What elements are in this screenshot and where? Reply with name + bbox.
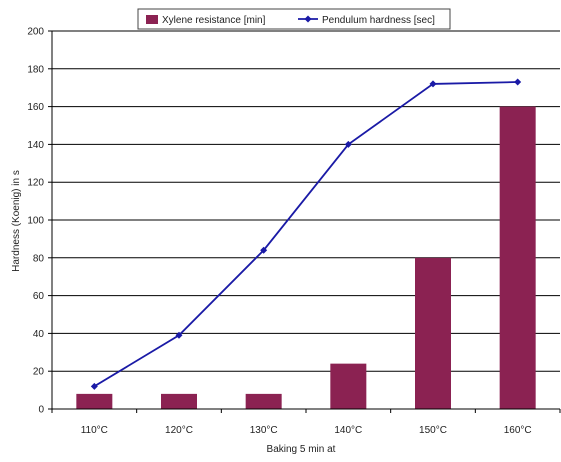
axes	[48, 30, 561, 413]
bar-xylene	[415, 257, 451, 409]
y-axis-title: Hardness (Koenig) in s	[11, 170, 22, 272]
bar-xylene	[161, 393, 197, 409]
bar-xylene	[330, 363, 367, 409]
y-tick-label: 180	[27, 64, 44, 75]
x-tick-label: 160°C	[504, 425, 532, 436]
grid-lines	[52, 30, 560, 372]
x-tick-label: 120°C	[165, 425, 193, 436]
y-tick-label: 80	[33, 253, 45, 264]
x-tick-label: 130°C	[250, 425, 278, 436]
bar-xylene	[76, 393, 113, 409]
x-tick-label: 150°C	[419, 425, 447, 436]
point-pendulum	[260, 246, 268, 254]
y-tick-label: 100	[27, 216, 44, 227]
y-tick-label: 40	[33, 329, 45, 340]
x-tick-label: 140°C	[334, 425, 362, 436]
legend-swatch-xylene	[146, 15, 158, 24]
legend-label-pendulum: Pendulum hardness [sec]	[322, 15, 435, 26]
y-tick-label: 60	[33, 291, 45, 302]
y-tick-label: 120	[27, 178, 44, 189]
y-tick-label: 160	[27, 102, 44, 113]
y-tick-label: 140	[27, 140, 44, 151]
legend-marker-pendulum	[304, 15, 312, 23]
x-tick-label: 110°C	[81, 425, 108, 436]
legend-label-xylene: Xylene resistance [min]	[162, 15, 266, 26]
bar-xylene	[245, 393, 282, 409]
bar-xylene	[499, 106, 536, 409]
line-pendulum	[93, 81, 518, 388]
bar-series	[76, 106, 536, 409]
y-tick-label: 0	[38, 405, 44, 416]
tick-labels: 0 20 40 60 80 100 120 140 160 180 200 110°C 120°C 130…	[27, 27, 531, 437]
point-pendulum	[514, 78, 522, 86]
y-tick-label: 20	[33, 367, 45, 378]
x-axis-title: Baking 5 min at	[267, 444, 336, 455]
point-pendulum	[90, 382, 98, 390]
line-series	[90, 78, 522, 390]
point-pendulum	[175, 331, 183, 339]
legend: Xylene resistance [min] Pendulum hardnes…	[137, 8, 451, 30]
legend-box	[137, 8, 451, 30]
point-pendulum	[344, 140, 352, 148]
y-tick-label: 200	[27, 27, 44, 38]
point-pendulum	[429, 80, 437, 88]
